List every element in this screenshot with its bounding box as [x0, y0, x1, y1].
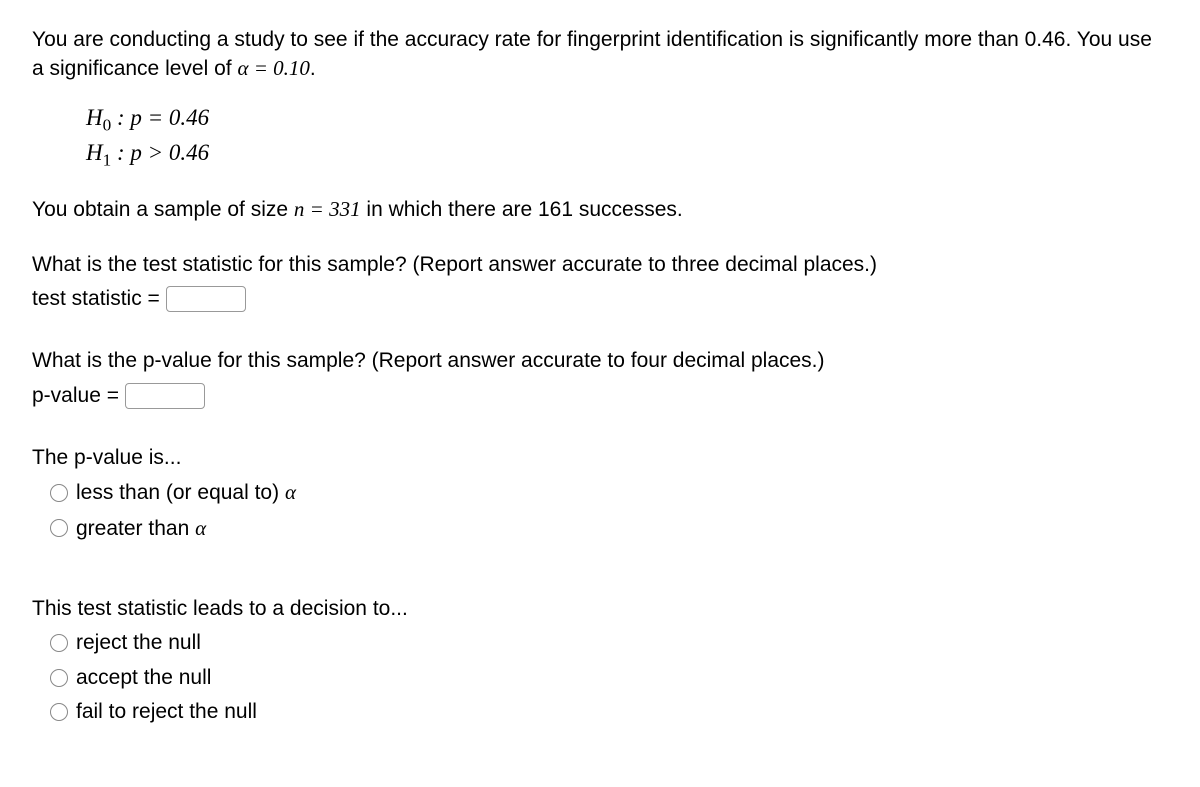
decision-options: reject the null accept the null fail to …: [50, 629, 1168, 726]
h0-symbol: H: [86, 105, 103, 130]
option-label: fail to reject the null: [76, 698, 257, 726]
option-fail-to-reject-null[interactable]: fail to reject the null: [50, 698, 1168, 726]
intro-text-end: .: [310, 57, 316, 80]
alt-hypothesis: H1 : p > 0.46: [86, 137, 1168, 173]
n-equation: n = 331: [294, 197, 361, 221]
test-statistic-input[interactable]: [166, 286, 246, 312]
test-statistic-prompt: What is the test statistic for this samp…: [32, 251, 1168, 279]
radio-icon: [50, 669, 68, 687]
option-text: greater than: [76, 517, 195, 540]
sample-text-2: in which there are 161 successes.: [361, 198, 683, 221]
decision-question: This test statistic leads to a decision …: [32, 595, 1168, 726]
alpha-equation: α = 0.10: [237, 56, 309, 80]
option-label: reject the null: [76, 629, 201, 657]
alpha-symbol: α: [285, 480, 296, 504]
alpha-symbol: α: [195, 516, 206, 540]
intro-paragraph: You are conducting a study to see if the…: [32, 26, 1168, 84]
p-value-question: What is the p-value for this sample? (Re…: [32, 347, 1168, 410]
option-label: accept the null: [76, 664, 211, 692]
radio-icon: [50, 519, 68, 537]
h1-rest: : p > 0.46: [111, 140, 209, 165]
p-value-compare-prompt: The p-value is...: [32, 444, 1168, 472]
option-less-than-alpha[interactable]: less than (or equal to) α: [50, 478, 1168, 507]
radio-icon: [50, 634, 68, 652]
option-reject-null[interactable]: reject the null: [50, 629, 1168, 657]
h0-subscript: 0: [103, 115, 112, 134]
p-value-compare-options: less than (or equal to) α greater than α: [50, 478, 1168, 543]
option-text: less than (or equal to): [76, 481, 285, 504]
option-label: less than (or equal to) α: [76, 478, 296, 507]
null-hypothesis: H0 : p = 0.46: [86, 102, 1168, 138]
p-value-input[interactable]: [125, 383, 205, 409]
p-value-prompt: What is the p-value for this sample? (Re…: [32, 347, 1168, 375]
p-value-label: p-value =: [32, 382, 119, 410]
p-value-compare-question: The p-value is... less than (or equal to…: [32, 444, 1168, 543]
test-statistic-label: test statistic =: [32, 285, 160, 313]
sample-paragraph: You obtain a sample of size n = 331 in w…: [32, 195, 1168, 224]
test-statistic-question: What is the test statistic for this samp…: [32, 251, 1168, 314]
option-accept-null[interactable]: accept the null: [50, 664, 1168, 692]
option-label: greater than α: [76, 514, 206, 543]
h0-rest: : p = 0.46: [111, 105, 209, 130]
sample-text-1: You obtain a sample of size: [32, 198, 294, 221]
h1-symbol: H: [86, 140, 103, 165]
decision-prompt: This test statistic leads to a decision …: [32, 595, 1168, 623]
option-greater-than-alpha[interactable]: greater than α: [50, 514, 1168, 543]
question-container: You are conducting a study to see if the…: [0, 0, 1200, 758]
radio-icon: [50, 484, 68, 502]
hypotheses-block: H0 : p = 0.46 H1 : p > 0.46: [86, 102, 1168, 173]
h1-subscript: 1: [103, 151, 112, 170]
intro-text: You are conducting a study to see if the…: [32, 28, 1152, 80]
radio-icon: [50, 703, 68, 721]
